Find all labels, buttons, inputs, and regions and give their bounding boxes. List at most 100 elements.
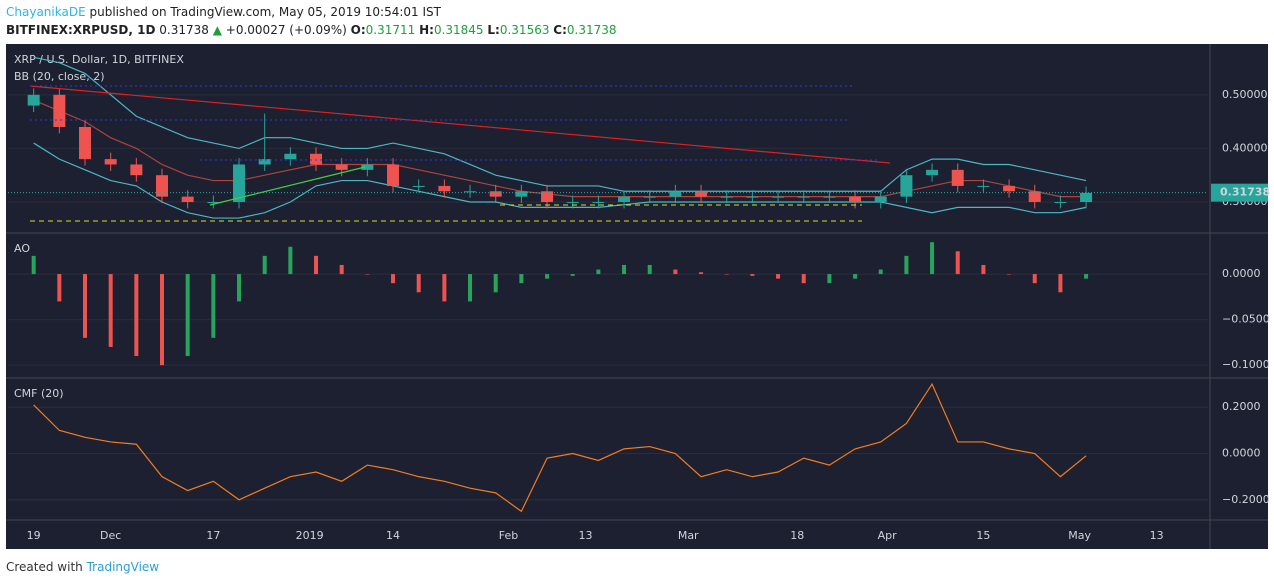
candle-body (541, 191, 554, 202)
candle-body (464, 191, 477, 193)
y-tick-label: −0.1000 (1222, 358, 1270, 371)
ao-bar (83, 274, 88, 338)
candle-body (720, 196, 733, 198)
ao-bar (1032, 274, 1037, 284)
candle-body (361, 164, 374, 170)
x-tick-label: Mar (678, 529, 699, 542)
candle-body (489, 191, 502, 197)
candle-body (849, 196, 862, 202)
ao-bar (108, 274, 113, 347)
ao-bar (776, 274, 781, 279)
ao-bar (1058, 274, 1063, 293)
ao-bar (750, 274, 755, 276)
header-line: ChayanikaDE published on TradingView.com… (6, 3, 617, 21)
candle-body (772, 196, 785, 198)
trend-line (209, 166, 366, 206)
candle-body (310, 153, 323, 165)
bb-lower (33, 142, 1087, 219)
ohlc-label: O: (350, 23, 366, 37)
ao-bar (853, 274, 858, 279)
published: published on TradingView.com, May 05, 20… (89, 5, 441, 19)
drawings (29, 85, 891, 222)
ao-bar (570, 274, 575, 276)
candle-body (823, 196, 836, 198)
ao-bar (699, 272, 704, 275)
ao-bar (339, 264, 344, 275)
indicator-label: BB (20, close, 2) (14, 70, 105, 83)
trend-line (29, 85, 891, 164)
ao-bar (314, 255, 319, 275)
candle-body (412, 185, 425, 187)
candle-body (130, 164, 143, 176)
candle-body (695, 191, 708, 197)
candle-body (181, 196, 194, 202)
ao-bar (416, 274, 421, 293)
ao-bar (647, 264, 652, 275)
candle-body (104, 159, 117, 165)
candle-body (156, 175, 169, 197)
candle-body (1028, 191, 1041, 202)
x-tick-label: Dec (100, 529, 121, 542)
ohlc-value: 0.31845 (433, 23, 484, 37)
ao-bar (1084, 274, 1089, 279)
candle-body (643, 196, 656, 198)
pane-title: AO (14, 242, 30, 255)
arrow: ▲ (212, 23, 222, 37)
candle-body (900, 175, 913, 197)
ao-bar (724, 274, 729, 275)
price: 0.31738 (159, 23, 209, 37)
ao-bar (185, 274, 190, 357)
x-tick-label: Feb (499, 529, 518, 542)
author[interactable]: ChayanikaDE (6, 5, 86, 19)
ao-bar (160, 274, 165, 366)
header: ChayanikaDE published on TradingView.com… (6, 3, 617, 39)
pane-title: XRP / U.S. Dollar, 1D, BITFINEX (14, 53, 184, 66)
ao-bar (262, 255, 267, 275)
candle-body (797, 196, 810, 198)
ao-bar (31, 255, 36, 275)
last-price-box (1211, 183, 1268, 202)
candle-body (951, 169, 964, 186)
last-price-label: 0.31738 (1220, 186, 1270, 199)
candle-body (926, 169, 939, 176)
ao-bar (519, 274, 524, 284)
candle-body (1054, 201, 1067, 203)
x-tick-label: 18 (790, 529, 804, 542)
candle-body (207, 201, 220, 203)
x-tick-label: 2019 (296, 529, 324, 542)
x-tick-label: 13 (1150, 529, 1164, 542)
ao-bar (801, 274, 806, 284)
ao-bar (878, 269, 883, 275)
footer-text: Created with (6, 560, 83, 574)
ao-bar (904, 255, 909, 275)
y-tick-label: 0.50000 (1222, 88, 1268, 101)
ao-bar (981, 264, 986, 275)
ao-bar (134, 274, 139, 357)
candle-body (874, 196, 887, 202)
change: +0.00027 (+0.09%) (225, 23, 347, 37)
candle-body (53, 94, 66, 127)
ao-bar (288, 246, 293, 275)
ao-bar (365, 274, 370, 275)
candle-body (1080, 192, 1093, 202)
x-tick-label: 17 (206, 529, 220, 542)
ao-bar (211, 274, 216, 338)
candle-body (592, 201, 605, 203)
cmf-line (33, 382, 1087, 513)
x-tick-label: 14 (386, 529, 400, 542)
candle-body (977, 185, 990, 187)
candle-body (566, 201, 579, 203)
candle-body (438, 185, 451, 192)
ao-bar (442, 274, 447, 302)
y-tick-label: −0.2000 (1222, 493, 1270, 506)
x-tick-label: May (1068, 529, 1091, 542)
candle-body (669, 191, 682, 197)
ao-bar (237, 274, 242, 302)
symbol: BITFINEX:XRPUSD, 1D (6, 23, 156, 37)
ohlc-label: C: (553, 23, 567, 37)
ao-bar (827, 274, 832, 284)
chart-background (6, 44, 1268, 549)
brand[interactable]: TradingView (86, 560, 160, 574)
